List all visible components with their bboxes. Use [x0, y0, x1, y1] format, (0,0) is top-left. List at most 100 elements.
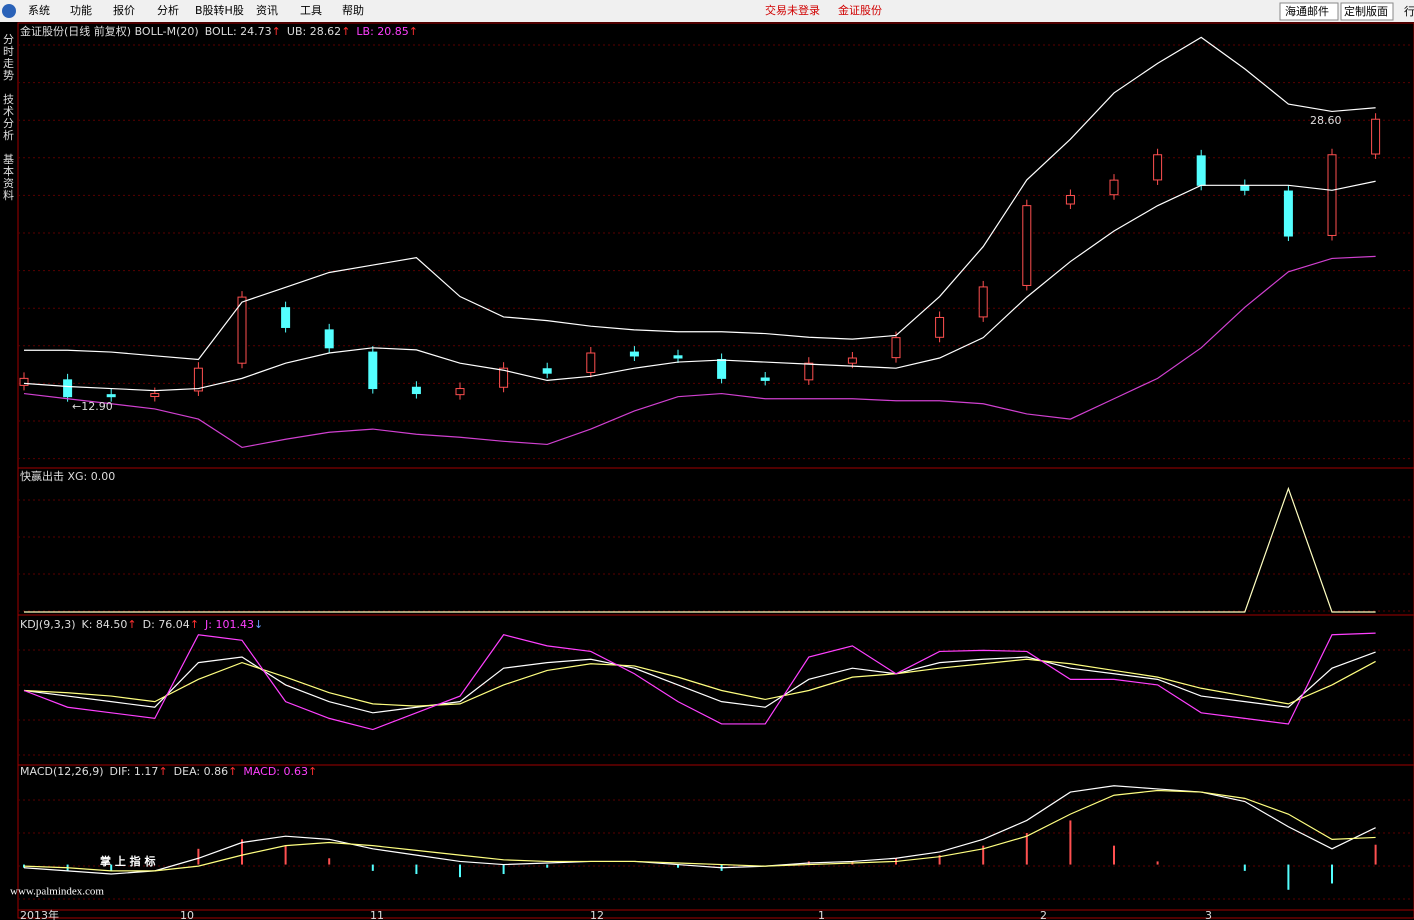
header-field: K: 84.50: [82, 618, 128, 631]
candle: [455, 388, 465, 396]
app-icon: [2, 4, 16, 18]
header-field: DIF: 1.17: [110, 765, 159, 778]
watermark-url: www.palmindex.com: [10, 886, 104, 898]
chart-frame: [17, 22, 1414, 919]
header-field: D: 76.04: [143, 618, 190, 631]
candle: [847, 357, 857, 364]
candle: [1371, 118, 1381, 155]
header-title: 快赢出击 XG: 0.00: [20, 469, 115, 483]
candle: [1240, 184, 1250, 191]
candle: [891, 337, 901, 359]
low-label: ←12.90: [72, 400, 113, 413]
candle: [19, 377, 29, 386]
side-tab[interactable]: 分时走势: [3, 33, 14, 82]
candle: [629, 351, 639, 357]
header-title: MACD(12,26,9): [20, 765, 104, 778]
candle: [978, 286, 988, 318]
header-field: J: 101.43: [204, 618, 254, 631]
candle: [1022, 205, 1032, 286]
candle: [368, 351, 378, 390]
header-arrow: ↑: [158, 765, 167, 778]
menu-item[interactable]: 功能: [70, 3, 92, 17]
header-arrow: ↓: [254, 618, 263, 631]
xg-line: [24, 486, 1376, 613]
button-frame: [1279, 2, 1339, 21]
side-bar: [0, 22, 17, 920]
boll-ub: [24, 36, 1376, 361]
date-label: 11: [370, 909, 384, 920]
candle: [1327, 154, 1337, 236]
header-field: LB: 20.85: [356, 25, 408, 38]
candle: [935, 316, 945, 338]
boll-lb: [23, 255, 1376, 449]
menu-button[interactable]: 行: [1404, 5, 1414, 18]
candle: [281, 307, 291, 328]
side-tab[interactable]: 基本资料: [3, 153, 14, 202]
header-field: MACD: 0.63: [243, 765, 308, 778]
menu-button[interactable]: 定制版面: [1344, 4, 1388, 18]
macd-dif: [23, 785, 1376, 875]
header-arrow: ↑: [127, 618, 136, 631]
high-label: 28.60: [1310, 114, 1342, 127]
menu-item[interactable]: 资讯: [256, 4, 278, 17]
stock-name: 金证股份: [838, 3, 882, 17]
candle: [1153, 154, 1163, 181]
date-label: 2: [1040, 909, 1047, 920]
candle: [760, 377, 770, 381]
header-arrow: ↑: [308, 765, 317, 778]
header-arrow: ↑: [228, 765, 237, 778]
side-tab[interactable]: 技术分析: [3, 93, 14, 142]
date-label: 12: [590, 909, 604, 920]
date-label: 3: [1205, 909, 1212, 920]
candle: [1283, 190, 1293, 237]
menu-item[interactable]: B股转H股: [195, 3, 244, 17]
panel-header: MACD(12,26,9) DIF: 1.17↑ DEA: 0.86↑ MACD: 0…: [20, 765, 317, 778]
status: 交易未登录: [765, 3, 820, 17]
date-label: 1: [818, 909, 825, 920]
candle: [1109, 179, 1119, 196]
header-field: UB: 28.62: [287, 25, 341, 38]
header-arrow: ↑: [272, 25, 281, 38]
candle: [150, 393, 160, 398]
header-title: KDJ(9,3,3): [20, 618, 76, 631]
menu-item[interactable]: 系统: [28, 4, 50, 17]
candle: [542, 368, 552, 374]
macd-dea: [23, 789, 1376, 872]
menu-bar: [0, 0, 1414, 22]
candle: [717, 358, 727, 379]
candle: [586, 352, 596, 373]
date-label: 2013年: [20, 908, 59, 920]
menu-button[interactable]: 海通邮件: [1285, 4, 1329, 18]
kdj-j: [23, 632, 1376, 731]
header-arrow: ↑: [341, 25, 350, 38]
header-title: 金证股份(日线 前复权) BOLL-M(20): [20, 24, 199, 38]
candle: [324, 329, 334, 349]
panel-header: 金证股份(日线 前复权) BOLL-M(20) BOLL: 24.73↑ UB: 2…: [20, 24, 418, 38]
menu-item[interactable]: 报价: [113, 3, 135, 17]
boll-mid: [23, 180, 1376, 392]
menu-item[interactable]: 帮助: [342, 3, 364, 17]
panel-header: 快赢出击 XG: 0.00: [20, 469, 115, 483]
kdj-k: [23, 651, 1376, 714]
candle: [804, 362, 814, 381]
menu-item[interactable]: 工具: [300, 4, 322, 17]
candle: [193, 367, 203, 392]
menu-item[interactable]: 分析: [157, 3, 179, 17]
candle: [106, 394, 116, 398]
candle: [499, 367, 509, 388]
header-arrow: ↑: [409, 25, 418, 38]
date-label: 10: [180, 909, 194, 920]
header-field: DEA: 0.86: [174, 765, 228, 778]
watermark-title: 掌 上 指 标: [100, 854, 156, 868]
candle: [411, 386, 421, 395]
candle: [1065, 194, 1075, 205]
header-arrow: ↑: [190, 618, 199, 631]
header-field: BOLL: 24.73: [205, 25, 272, 38]
button-frame: [1340, 2, 1394, 21]
candle: [673, 355, 683, 359]
panel-header: KDJ(9,3,3) K: 84.50↑ D: 76.04↑ J: 101.43↓: [20, 618, 263, 631]
candle: [1196, 155, 1206, 186]
candle: [237, 296, 247, 364]
